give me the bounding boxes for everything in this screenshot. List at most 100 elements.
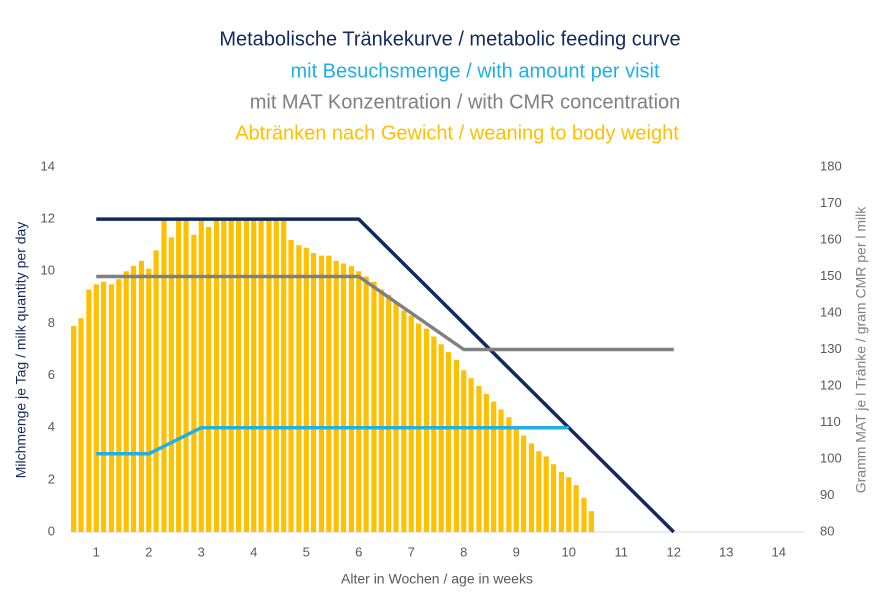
bar — [543, 456, 549, 532]
bar — [326, 255, 332, 532]
y2-tick-label: 150 — [820, 268, 842, 283]
bar — [408, 315, 414, 532]
y2-axis-label: Gramm MAT je l Tränke / gram CMR per l m… — [853, 206, 869, 494]
bar — [161, 219, 167, 532]
x-tick-label: 7 — [408, 544, 415, 559]
bar — [288, 240, 294, 532]
bar — [558, 472, 564, 532]
bar — [93, 284, 99, 532]
bar — [138, 260, 144, 532]
x-tick-label: 6 — [355, 544, 362, 559]
bar — [123, 271, 129, 532]
y-tick-label: 14 — [41, 158, 55, 173]
y-tick-label: 12 — [41, 211, 55, 226]
chart-title: Metabolische Tränkekurve / metabolic fee… — [219, 28, 680, 50]
y2-tick-label: 160 — [820, 231, 842, 246]
bar — [581, 498, 587, 532]
x-tick-label: 13 — [719, 544, 733, 559]
line — [96, 217, 675, 534]
bar — [130, 266, 137, 532]
bar — [498, 409, 504, 532]
bar — [453, 359, 459, 532]
bar — [183, 219, 189, 532]
bar — [491, 401, 497, 532]
x-tick-label: 11 — [615, 544, 629, 559]
bar — [550, 464, 557, 532]
y-tick-label: 2 — [48, 471, 55, 486]
chart-title: mit MAT Konzentration / with CMR concent… — [250, 91, 681, 113]
y2-tick-label: 170 — [820, 195, 842, 210]
bar — [71, 326, 77, 532]
bar — [86, 289, 92, 532]
bar — [266, 219, 272, 532]
bar — [273, 219, 279, 532]
bar — [566, 477, 572, 532]
bar — [445, 352, 452, 532]
chart-title: Abtränken nach Gewicht / weaning to body… — [235, 122, 679, 144]
bar — [258, 219, 264, 532]
bar — [101, 281, 107, 532]
y2-tick-label: 80 — [820, 523, 834, 538]
bar — [356, 271, 362, 532]
bar — [588, 511, 594, 532]
x-tick-label: 1 — [93, 544, 100, 559]
y-axis-label: Milchmenge je Tag / milk quantity per da… — [13, 222, 29, 479]
x-tick-label: 2 — [145, 544, 152, 559]
y2-tick-label: 100 — [820, 450, 842, 465]
x-tick-label: 8 — [460, 544, 467, 559]
bar — [386, 294, 392, 532]
bar — [393, 302, 399, 532]
bar — [363, 276, 369, 532]
bar — [318, 255, 325, 532]
x-tick-label: 14 — [772, 544, 786, 559]
bar — [176, 219, 182, 532]
x-tick-label: 5 — [303, 544, 310, 559]
bar — [371, 281, 377, 532]
y2-tick-label: 180 — [820, 158, 842, 173]
bar — [243, 219, 249, 532]
x-tick-label: 3 — [198, 544, 205, 559]
y2-tick-label: 90 — [820, 487, 834, 502]
bar — [296, 245, 302, 532]
bar — [146, 268, 152, 532]
y2-tick-label: 120 — [820, 377, 842, 392]
bar — [311, 253, 317, 533]
bar — [536, 451, 542, 532]
bar — [235, 219, 242, 532]
bar — [468, 378, 474, 532]
bar — [438, 344, 444, 532]
bar — [78, 318, 84, 532]
bar — [378, 289, 384, 532]
bar — [206, 226, 212, 532]
bar — [476, 386, 482, 532]
bar — [423, 328, 430, 532]
bar — [153, 250, 159, 532]
line — [96, 425, 569, 456]
chart-title: mit Besuchsmenge / with amount per visit — [290, 60, 659, 82]
bar — [483, 393, 489, 532]
y2-tick-label: 130 — [820, 341, 842, 356]
y-tick-label: 6 — [48, 367, 55, 382]
x-tick-label: 10 — [562, 544, 576, 559]
y-tick-label: 0 — [48, 523, 55, 538]
bar — [213, 219, 220, 532]
bar — [251, 219, 257, 532]
bar — [521, 435, 527, 532]
x-tick-label: 12 — [667, 544, 681, 559]
bar — [228, 219, 234, 532]
bar — [461, 370, 467, 532]
bar — [431, 336, 437, 532]
line — [96, 274, 674, 352]
bar — [528, 443, 535, 532]
bar — [191, 234, 197, 533]
bar — [340, 263, 347, 532]
bar — [513, 427, 519, 532]
bar — [506, 417, 512, 532]
bar — [108, 284, 115, 532]
y-tick-label: 10 — [41, 263, 55, 278]
bar — [198, 219, 204, 532]
x-tick-label: 4 — [250, 544, 257, 559]
bar — [401, 310, 407, 532]
y-tick-label: 4 — [48, 419, 55, 434]
